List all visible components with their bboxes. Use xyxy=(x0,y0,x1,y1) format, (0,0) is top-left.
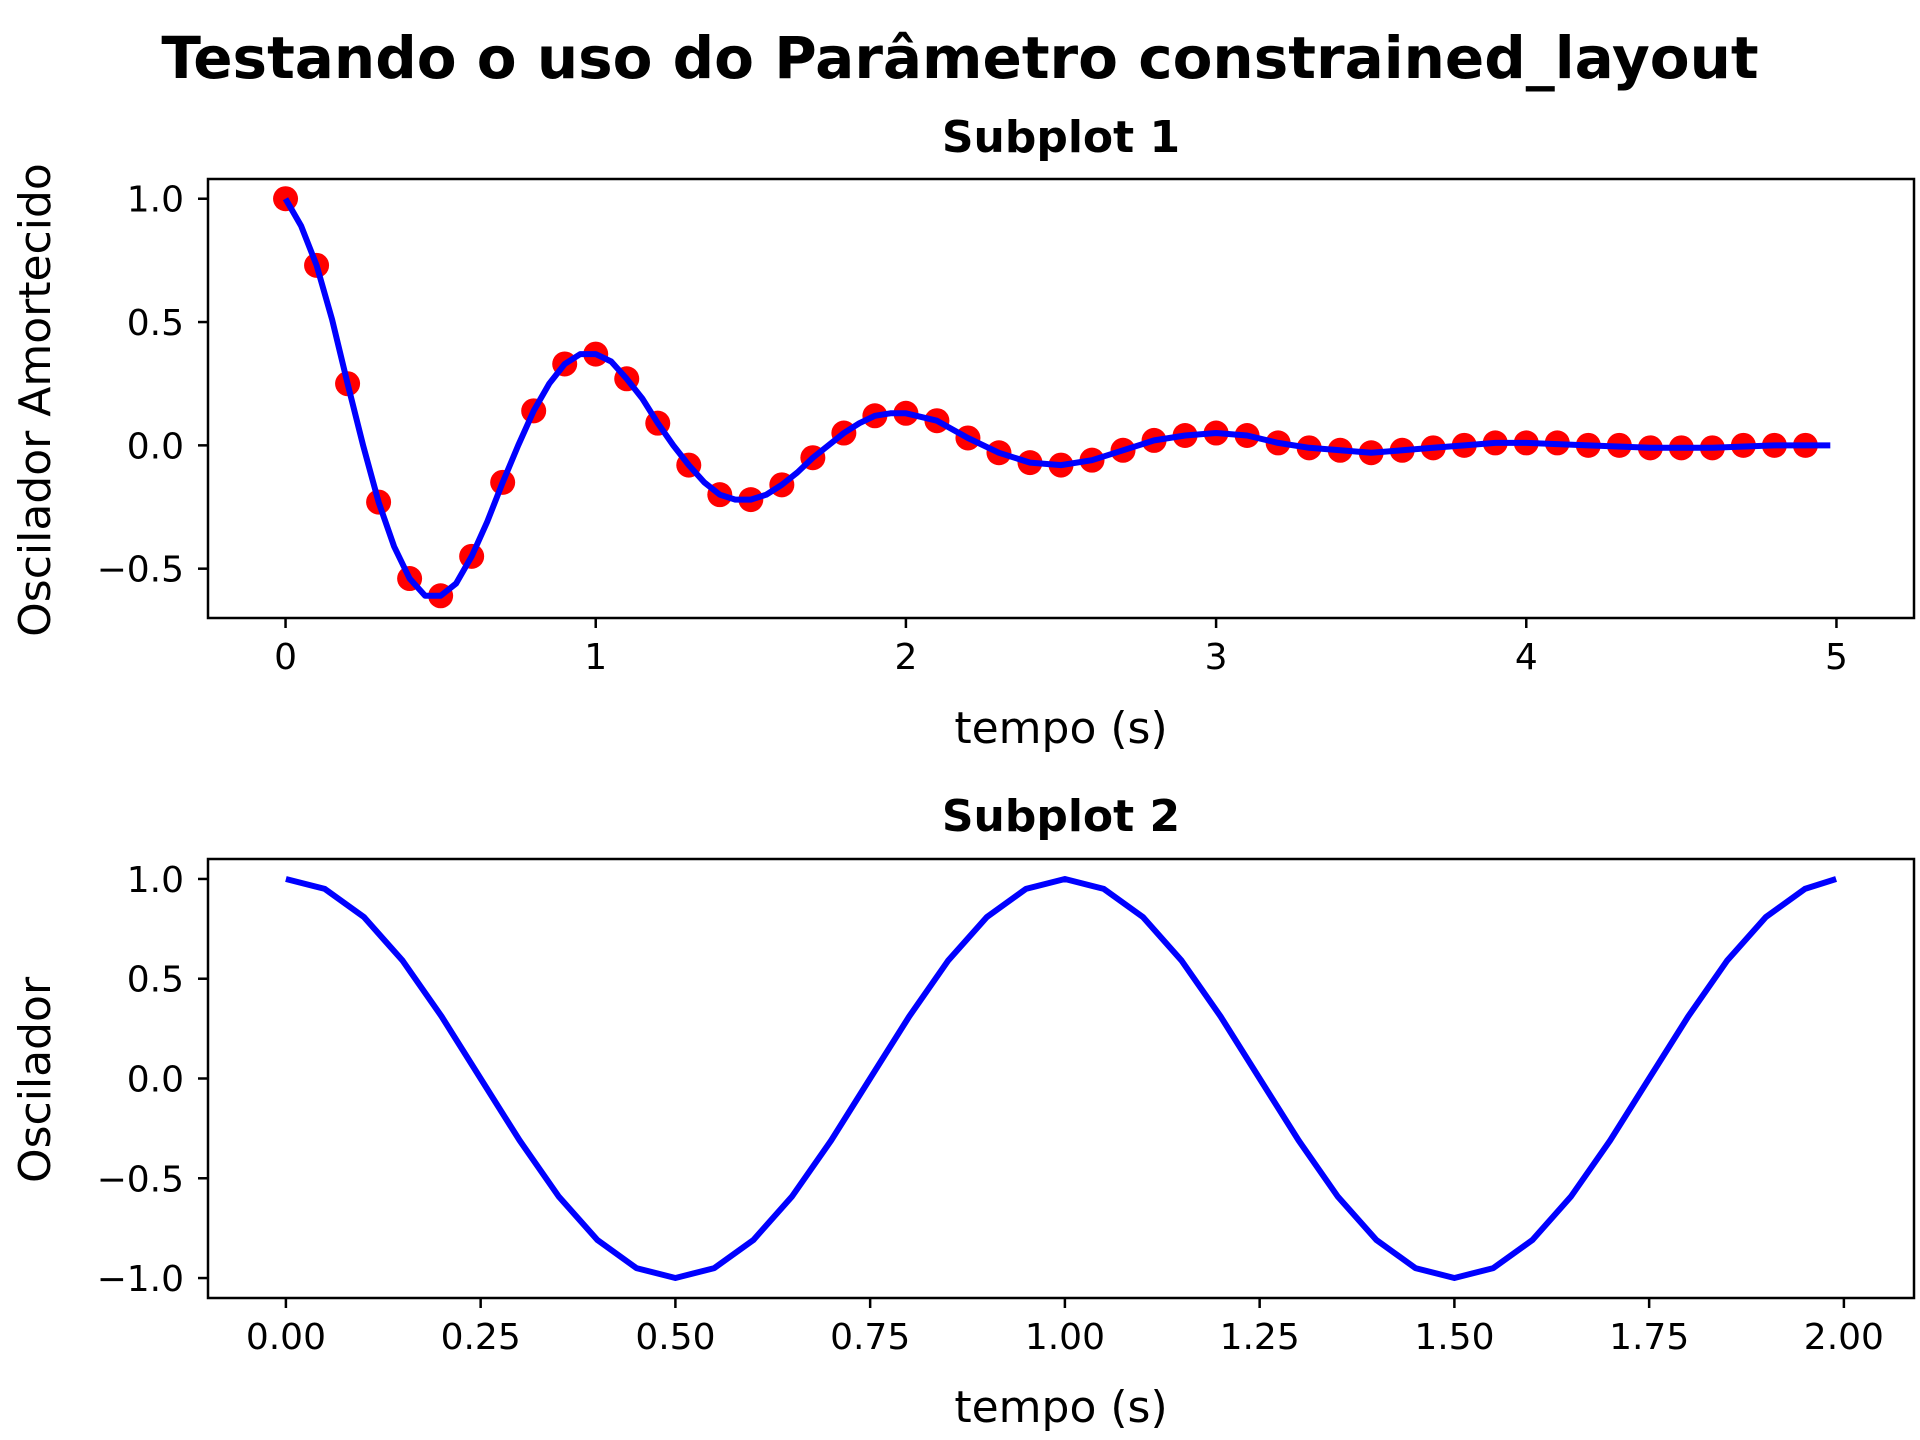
y-tick-label: 0.5 xyxy=(127,303,184,344)
subplot-2-title: Subplot 2 xyxy=(942,791,1180,842)
x-tick-label: 2.00 xyxy=(1804,1317,1884,1358)
subplot-1-title: Subplot 1 xyxy=(942,112,1180,163)
y-tick-label: 0.0 xyxy=(127,1060,184,1101)
x-tick-label: 3 xyxy=(1205,637,1228,678)
x-tick-label: 0.50 xyxy=(635,1317,715,1358)
y-tick-label: 0.0 xyxy=(127,426,184,467)
subplot-1-xlabel: tempo (s) xyxy=(954,703,1167,754)
y-tick-label: 0.5 xyxy=(127,960,184,1001)
y-tick-label: −1.0 xyxy=(97,1259,184,1300)
subplot-1-plot-area xyxy=(273,186,1831,609)
subplot-2-plot-area xyxy=(285,876,1838,1281)
subplot-2-frame xyxy=(206,857,1916,1300)
figure-title: Testando o uso do Parâmetro constrained_… xyxy=(161,24,1758,92)
y-tick-label: 1.0 xyxy=(127,860,184,901)
subplot-1-frame xyxy=(206,177,1916,620)
y-tick-label: −0.5 xyxy=(97,550,184,591)
subplot-1: Subplot 1 tempo (s) Oscilador Amortecido… xyxy=(10,112,1916,754)
x-tick-label: 0.25 xyxy=(441,1317,521,1358)
x-tick-label: 1.50 xyxy=(1414,1317,1494,1358)
x-tick-label: 1.25 xyxy=(1220,1317,1300,1358)
y-tick-label: −0.5 xyxy=(97,1159,184,1200)
subplot-2-ylabel: Oscilador xyxy=(10,976,61,1183)
x-tick-label: 2 xyxy=(894,637,917,678)
series-line xyxy=(285,876,1838,1281)
y-tick-label: 1.0 xyxy=(127,180,184,221)
x-tick-label: 4 xyxy=(1515,637,1538,678)
x-tick-label: 1.00 xyxy=(1025,1317,1105,1358)
subplot-2-xlabel: tempo (s) xyxy=(954,1382,1167,1433)
x-tick-label: 1 xyxy=(584,637,607,678)
x-tick-label: 0.00 xyxy=(246,1317,326,1358)
x-tick-label: 5 xyxy=(1825,637,1848,678)
x-tick-label: 1.75 xyxy=(1609,1317,1689,1358)
subplot-1-ylabel: Oscilador Amortecido xyxy=(10,163,61,637)
subplot-2: Subplot 2 tempo (s) Oscilador 0.00 0.25 0.… xyxy=(10,791,1916,1433)
x-tick-label: 0.75 xyxy=(830,1317,910,1358)
series-line xyxy=(282,197,1831,599)
x-tick-label: 0 xyxy=(274,637,297,678)
